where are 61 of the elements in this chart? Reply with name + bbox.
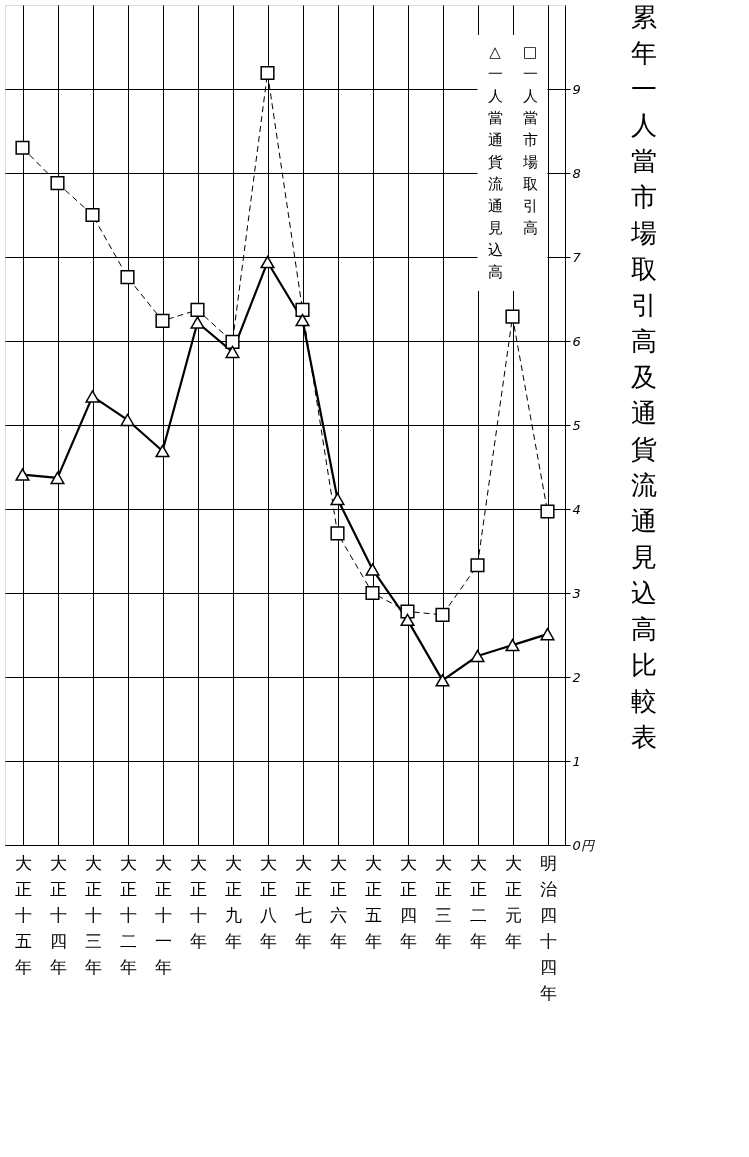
point bbox=[190, 302, 205, 317]
point bbox=[260, 255, 275, 269]
point bbox=[330, 526, 345, 541]
text: △一人當通貨流通見込高 bbox=[487, 43, 503, 281]
x-tick-label: 大正十三年 bbox=[84, 852, 102, 977]
x-tick-label: 明治四十四年 bbox=[539, 852, 557, 1003]
x-tick-label: 大正十年 bbox=[189, 852, 207, 951]
y-tick-label: 1 bbox=[572, 753, 581, 769]
point bbox=[365, 563, 380, 576]
x-tick-label: 大正七年 bbox=[294, 852, 312, 951]
point bbox=[155, 313, 170, 328]
x-tick-label: 大正九年 bbox=[224, 852, 242, 951]
point bbox=[190, 316, 205, 329]
y-tick-label: 4 bbox=[572, 501, 581, 517]
x-tick-label: 大正十一年 bbox=[154, 852, 172, 977]
y-tick-label: 7 bbox=[572, 249, 582, 265]
y-tick-label: 6 bbox=[572, 333, 581, 349]
x-tick-label: 大正三年 bbox=[434, 852, 452, 951]
point bbox=[120, 413, 135, 427]
point bbox=[505, 638, 520, 652]
x-tick-label: 大正元年 bbox=[504, 852, 522, 951]
y-tick-label: 8 bbox=[572, 165, 581, 181]
point bbox=[15, 468, 30, 481]
y-tick-label: 3 bbox=[572, 585, 581, 601]
point bbox=[505, 309, 520, 324]
point bbox=[260, 65, 275, 81]
x-tick-label: 大正十五年 bbox=[14, 852, 32, 977]
point bbox=[400, 604, 415, 619]
point bbox=[225, 334, 240, 349]
x-tick-label: 大正五年 bbox=[364, 852, 382, 951]
y-tick-label: 5 bbox=[572, 417, 581, 433]
point bbox=[365, 585, 380, 601]
point bbox=[50, 471, 65, 485]
point bbox=[330, 492, 345, 506]
point bbox=[85, 390, 100, 403]
point bbox=[470, 558, 485, 573]
point bbox=[225, 345, 240, 359]
point bbox=[435, 607, 450, 622]
y-tick-label: 2 bbox=[572, 669, 581, 685]
point bbox=[540, 627, 555, 641]
x-tick-label: 大正十四年 bbox=[49, 852, 67, 977]
x-tick-label: 大正六年 bbox=[329, 852, 347, 951]
y-tick-label: 0円 bbox=[572, 837, 595, 853]
x-tick-label: 大正二年 bbox=[469, 852, 487, 951]
point bbox=[295, 313, 310, 327]
point bbox=[540, 504, 555, 519]
point bbox=[120, 270, 135, 285]
text: □一人當市場取引高 bbox=[522, 43, 538, 237]
point bbox=[85, 207, 100, 223]
point bbox=[470, 649, 485, 663]
point bbox=[50, 176, 65, 191]
point bbox=[295, 302, 310, 317]
point bbox=[15, 140, 30, 155]
point bbox=[155, 444, 170, 458]
point bbox=[435, 674, 450, 687]
chart-title: 累年一人當市場取引高及通貨流通見込高比較表 bbox=[631, 2, 658, 752]
x-tick-label: 大正八年 bbox=[259, 852, 277, 951]
x-tick-label: 大正十二年 bbox=[119, 852, 137, 977]
x-tick-label: 大正四年 bbox=[399, 852, 417, 951]
point bbox=[400, 613, 415, 627]
y-tick-label: 9 bbox=[572, 81, 581, 97]
